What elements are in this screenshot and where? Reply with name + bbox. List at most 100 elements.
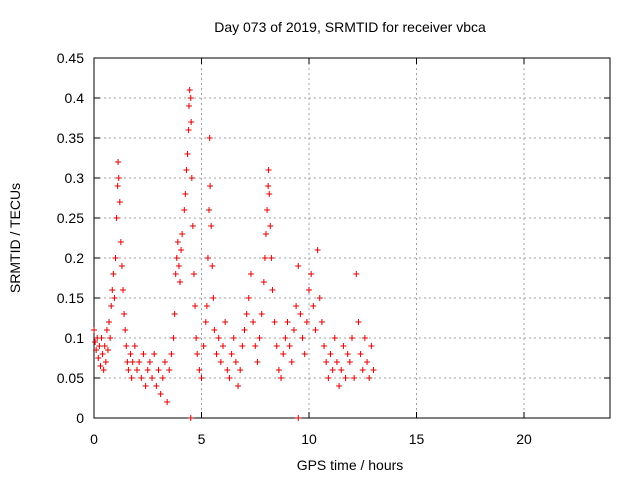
data-point (293, 303, 300, 309)
data-point (232, 359, 239, 365)
data-point (96, 343, 103, 349)
data-point (284, 319, 291, 325)
data-point (192, 303, 199, 309)
data-point (357, 351, 364, 357)
data-point (164, 399, 171, 405)
data-point (121, 311, 128, 317)
data-point (190, 271, 197, 277)
data-point (364, 359, 371, 365)
data-point (155, 367, 162, 373)
data-point (256, 335, 263, 341)
data-points (91, 87, 377, 421)
data-point (258, 311, 265, 317)
data-point (250, 319, 257, 325)
data-point (99, 351, 106, 357)
data-point (115, 175, 122, 181)
data-point (140, 351, 147, 357)
data-point (109, 287, 116, 293)
data-point (173, 255, 180, 261)
data-point (336, 383, 343, 389)
x-tick-label: 15 (409, 431, 425, 447)
data-point (112, 255, 119, 261)
data-point (183, 167, 190, 173)
data-point (92, 339, 99, 345)
data-point (193, 335, 200, 341)
data-point (142, 383, 149, 389)
data-point (101, 343, 108, 349)
data-point (310, 303, 317, 309)
data-point (113, 215, 120, 221)
data-point (202, 319, 209, 325)
data-point (266, 191, 273, 197)
data-point (120, 287, 127, 293)
data-point (210, 295, 217, 301)
data-point (177, 279, 183, 285)
data-point (208, 223, 215, 229)
data-point (314, 247, 321, 253)
data-point (207, 183, 214, 189)
x-tick-label: 10 (301, 431, 317, 447)
data-point (247, 271, 254, 277)
data-point (187, 95, 194, 101)
data-point (203, 303, 210, 309)
data-point (91, 327, 97, 333)
data-point (308, 271, 315, 277)
data-point (185, 127, 192, 133)
data-point (182, 191, 189, 197)
data-point (138, 375, 145, 381)
data-point (95, 355, 102, 361)
data-point (189, 223, 196, 229)
data-point (114, 183, 121, 189)
chart-title: Day 073 of 2019, SRMTID for receiver vbc… (214, 19, 486, 35)
data-point (102, 359, 109, 365)
data-point (131, 343, 138, 349)
data-point (129, 359, 136, 365)
data-point (206, 135, 213, 141)
data-point (312, 327, 319, 333)
data-point (186, 87, 193, 93)
data-point (278, 375, 285, 381)
data-point (342, 375, 349, 381)
data-point (353, 271, 360, 277)
data-point (333, 359, 340, 365)
data-point (104, 347, 111, 353)
data-point (172, 271, 179, 277)
data-point (260, 279, 267, 285)
data-point (178, 247, 185, 253)
data-point (125, 367, 132, 373)
data-point (188, 119, 195, 125)
data-point (295, 263, 302, 269)
x-tick-label: 0 (90, 431, 98, 447)
data-point (368, 343, 375, 349)
data-point (254, 359, 261, 365)
data-point (264, 207, 271, 213)
y-tick-label: 0.05 (57, 370, 84, 386)
data-point (188, 175, 195, 181)
data-point (118, 263, 125, 269)
data-point (127, 351, 134, 357)
y-tick-label: 0.15 (57, 290, 84, 306)
data-point (344, 351, 351, 357)
data-point (268, 255, 275, 261)
data-point (252, 343, 259, 349)
data-point (107, 335, 114, 341)
data-point (361, 335, 368, 341)
data-point (273, 343, 280, 349)
data-point (351, 375, 358, 381)
data-point (265, 183, 272, 189)
data-point (211, 327, 218, 333)
data-point (153, 383, 160, 389)
data-point (306, 287, 312, 293)
data-point (288, 359, 295, 365)
data-point (230, 335, 237, 341)
data-point (117, 239, 124, 245)
data-point (325, 375, 332, 381)
y-tick-label: 0 (76, 410, 84, 426)
data-point (224, 367, 231, 373)
data-point (116, 199, 123, 205)
x-tick-label: 20 (516, 431, 532, 447)
data-point (124, 359, 131, 365)
y-tick-label: 0.4 (65, 90, 85, 106)
